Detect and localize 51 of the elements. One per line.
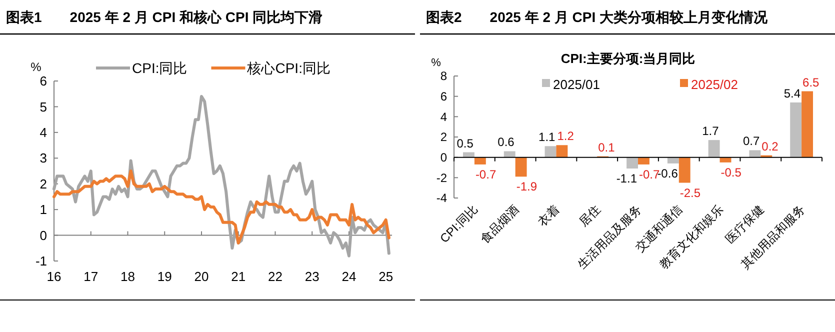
data-label: -1.1	[616, 172, 638, 186]
data-label: 5.4	[784, 86, 801, 100]
x-tick-label: 24	[342, 269, 356, 284]
y-tick-label: 5	[40, 99, 47, 114]
x-tick-label: 16	[46, 269, 62, 284]
y-tick-label: 1	[40, 202, 47, 218]
data-label: 1.1	[538, 130, 556, 144]
chart-subtitle: CPI:主要分项:当月同比	[560, 51, 696, 66]
y-tick-label: -2	[436, 170, 448, 185]
x-tick-label: 21	[231, 269, 246, 284]
y-tick-label: 0	[40, 228, 47, 243]
y-tick-label: 0	[440, 150, 448, 165]
y-tick-label: 2	[440, 130, 448, 144]
x-tick-label: 19	[157, 269, 172, 284]
data-label: 0.2	[762, 139, 779, 154]
data-label: -0.7	[475, 167, 496, 182]
data-label: 0.7	[742, 134, 760, 148]
chart-title: 图表1 2025 年 2 月 CPI 和核心 CPI 同比均下滑	[6, 9, 323, 25]
y-tick-label: 3	[40, 150, 47, 166]
data-label: 1.2	[557, 129, 574, 144]
y-tick-label: 8	[440, 69, 448, 84]
x-tick-label: 居住	[576, 202, 604, 230]
y-tick-label: 4	[440, 110, 448, 124]
x-tick-label: 17	[84, 269, 98, 284]
x-tick-label: 20	[194, 269, 209, 284]
y-tick-label: 4	[40, 124, 47, 140]
y-tick-label: 2	[40, 176, 47, 192]
legend-label: CPI:同比	[132, 60, 188, 76]
y-tick-label: 6	[440, 90, 448, 104]
data-label: -2.5	[680, 186, 701, 200]
legend-label: 核心CPI:同比	[246, 60, 330, 76]
data-label: 1.7	[702, 124, 720, 138]
x-tick-label: 25	[378, 269, 394, 284]
x-tick-label: 衣着	[535, 202, 562, 230]
data-label: 6.5	[802, 75, 820, 90]
data-label: 0.5	[456, 136, 474, 150]
y-axis-title: %	[431, 57, 442, 69]
x-tick-label: 23	[304, 269, 320, 284]
data-label: -0.6	[657, 166, 678, 180]
data-label: -0.5	[720, 165, 742, 180]
x-tick-label: 22	[268, 269, 282, 284]
legend-label: 2025/02	[691, 77, 738, 92]
y-tick-label: -1	[35, 254, 47, 269]
data-label: 0.1	[598, 140, 616, 154]
data-label: 0.6	[498, 135, 515, 150]
x-tick-label: 18	[120, 269, 135, 284]
data-label: -1.9	[516, 180, 538, 194]
chart-title: 图表2 2025 年 2 月 CPI 大类分项相较上月变化情况	[426, 9, 769, 25]
y-axis-title: %	[30, 60, 42, 74]
y-tick-label: 6	[40, 74, 47, 89]
legend-label: 2025/01	[553, 77, 600, 92]
